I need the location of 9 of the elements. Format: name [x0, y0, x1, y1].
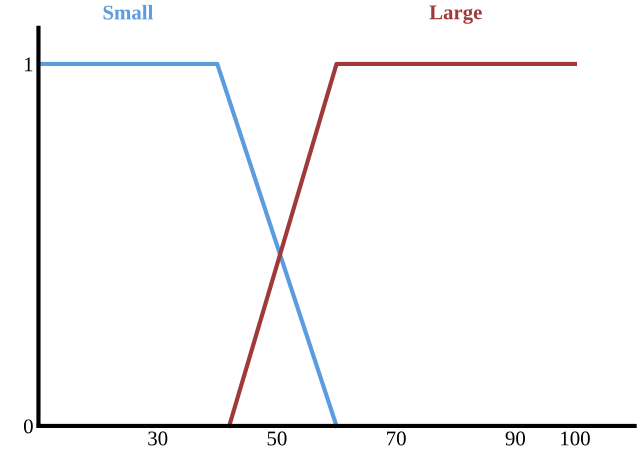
y-tick-label: 1: [25, 57, 32, 72]
x-tick-label: 90: [506, 431, 525, 446]
x-tick-label: 30: [148, 431, 168, 446]
series-label: Large: [429, 6, 482, 24]
x-tick-label: 50: [268, 431, 287, 446]
x-tick-label: 70: [387, 431, 406, 446]
y-tick-label: 0: [24, 419, 33, 434]
text: Small: [104, 4, 153, 20]
x-tick-label: 100: [561, 431, 590, 446]
